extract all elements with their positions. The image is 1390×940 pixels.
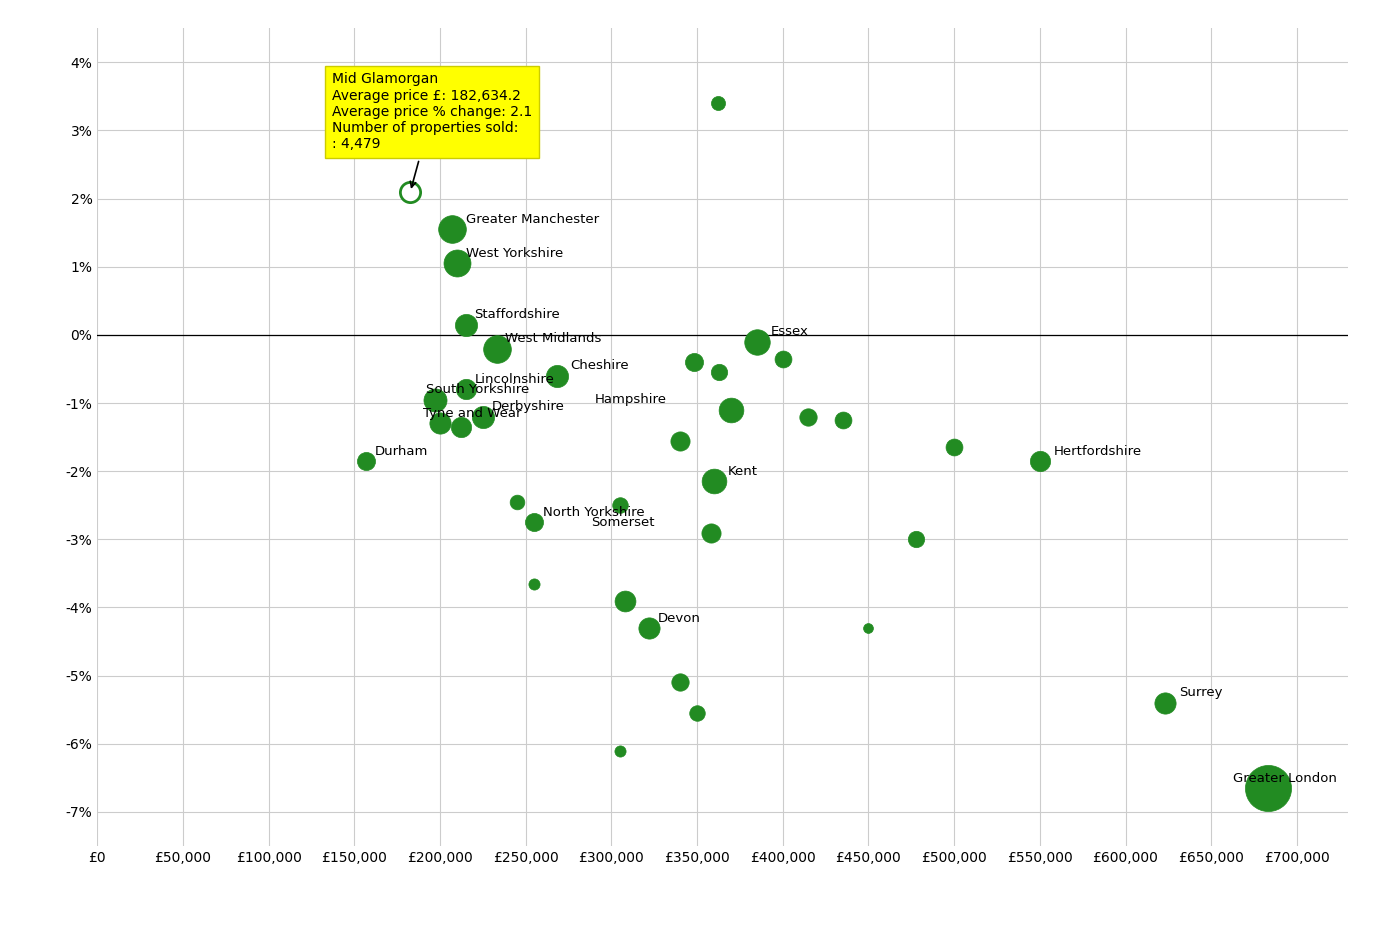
Point (471, 409, 493, 424)
Point (831, 413, 853, 428)
Point (699, 525, 721, 540)
Point (485, 341, 507, 356)
Point (399, 184, 421, 199)
Point (942, 440, 965, 455)
Text: Derbyshire: Derbyshire (492, 400, 564, 414)
Point (523, 576, 545, 591)
Point (545, 368, 567, 384)
Text: Tyne and Wear: Tyne and Wear (423, 407, 521, 420)
Point (709, 365, 731, 380)
Point (905, 532, 927, 547)
Text: Durham: Durham (375, 445, 428, 458)
Point (1029, 453, 1051, 468)
Point (609, 743, 631, 758)
Point (858, 620, 880, 635)
Point (614, 593, 637, 608)
Text: Essex: Essex (771, 325, 809, 338)
Point (1154, 696, 1176, 711)
Text: Kent: Kent (728, 465, 758, 478)
Point (798, 409, 820, 424)
Point (609, 498, 631, 513)
Point (687, 706, 709, 721)
Text: Cheshire: Cheshire (570, 359, 628, 372)
Point (449, 419, 471, 434)
Text: Staffordshire: Staffordshire (474, 308, 560, 321)
Point (1257, 780, 1279, 795)
Point (682, 354, 705, 369)
Point (506, 494, 528, 509)
Point (638, 620, 660, 635)
Text: North Yorkshire: North Yorkshire (543, 506, 645, 519)
Text: Somerset: Somerset (591, 516, 655, 529)
Text: Greater Manchester: Greater Manchester (466, 212, 599, 226)
Point (720, 402, 742, 417)
Point (441, 222, 463, 237)
Text: Surrey: Surrey (1179, 686, 1222, 699)
Point (523, 515, 545, 530)
Point (706, 96, 728, 111)
Point (669, 675, 691, 690)
Text: West Yorkshire: West Yorkshire (466, 247, 563, 259)
Point (455, 382, 477, 397)
Point (424, 392, 446, 407)
Text: Greater London: Greater London (1233, 772, 1337, 785)
Text: Hertfordshire: Hertfordshire (1054, 445, 1141, 458)
Point (356, 453, 378, 468)
Point (430, 415, 452, 431)
Point (746, 335, 769, 350)
Text: Lincolnshire: Lincolnshire (474, 373, 555, 386)
Point (446, 256, 468, 271)
Text: South Yorkshire: South Yorkshire (427, 384, 530, 397)
Point (455, 317, 477, 332)
Point (703, 474, 726, 489)
Point (669, 433, 691, 448)
Point (771, 352, 794, 367)
Text: Mid Glamorgan
Average price £: 182,634.2
Average price % change: 2.1
Number of p: Mid Glamorgan Average price £: 182,634.2… (332, 72, 532, 187)
Text: Hampshire: Hampshire (595, 394, 666, 406)
Text: West Midlands: West Midlands (505, 332, 602, 345)
Text: Devon: Devon (657, 612, 701, 624)
